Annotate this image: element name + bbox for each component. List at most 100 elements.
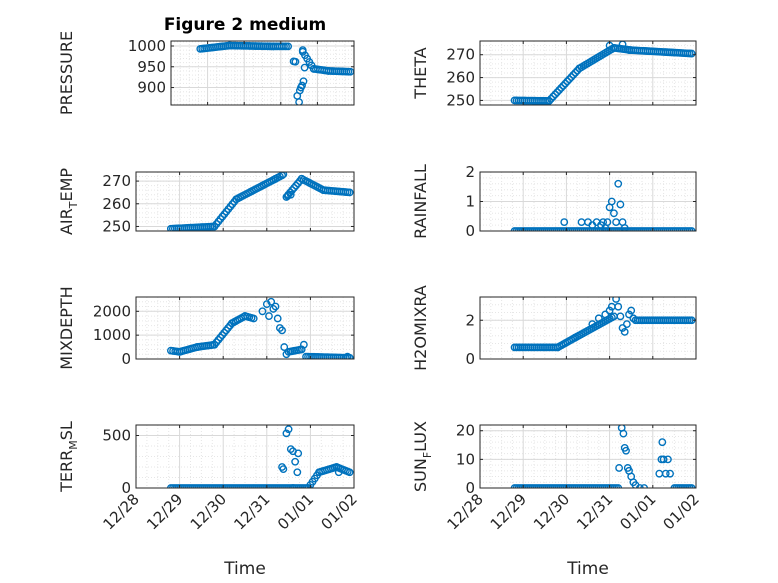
data-point: [614, 302, 623, 311]
y-tick-label: 500: [102, 427, 131, 445]
x-tick-label: 12/29: [487, 490, 530, 533]
data-point: [569, 71, 578, 79]
data-point: [249, 314, 258, 323]
data-point: [560, 218, 569, 227]
data-point: [620, 224, 629, 231]
data-point: [622, 320, 631, 329]
axes-frame: [135, 296, 355, 360]
air-temp-axes: 250 260 270 AIRTEMP: [57, 168, 355, 235]
y-tick-label: 0: [121, 479, 131, 497]
data-point: [551, 90, 560, 99]
data-point: [610, 209, 618, 218]
data-point: [293, 468, 302, 477]
x-tick-label: 01/02: [318, 490, 361, 533]
data-point: [571, 68, 580, 77]
data-point: [291, 457, 300, 466]
data-point: [619, 429, 628, 438]
y-tick-label: 0: [465, 222, 475, 240]
x-tick-label: 12/31: [573, 490, 616, 533]
theta-axes: 250 260 270 THETA: [411, 40, 697, 109]
data-point: [612, 297, 620, 303]
data-point: [286, 190, 295, 199]
y-tick-label: 1: [465, 193, 475, 211]
data-point: [299, 77, 308, 86]
data-point: [687, 49, 696, 58]
y-tick-label: 950: [137, 58, 166, 76]
x-tick-label: 12/30: [187, 490, 230, 533]
data-point: [282, 429, 291, 438]
data-point: [284, 42, 293, 51]
data-point: [265, 312, 273, 320]
data-point: [284, 425, 293, 434]
figure-title: Figure 2 medium: [164, 15, 326, 35]
data-point: [629, 314, 638, 323]
y-tick-label: 0: [465, 350, 475, 368]
axes-frame: [479, 296, 697, 360]
y-tick-label: 270: [446, 46, 475, 64]
y-tick-label: 260: [446, 69, 475, 87]
y-axis-label: PRESSURE: [57, 31, 76, 115]
data-point: [295, 98, 303, 105]
axes-frame: [135, 424, 355, 489]
data-series: [510, 41, 696, 105]
data-point: [616, 200, 625, 209]
data-point: [273, 314, 282, 323]
data-series: [166, 172, 354, 231]
data-point: [605, 306, 614, 315]
data-point: [300, 63, 309, 72]
data-point: [661, 469, 670, 478]
data-point: [666, 469, 674, 478]
data-point: [594, 314, 603, 323]
y-tick-label: 1000: [128, 37, 166, 55]
rainfall-axes: 0 1 2 RAINFALL: [411, 163, 697, 240]
y-axis-label: TERRMSL: [57, 421, 80, 493]
data-point: [616, 312, 625, 321]
axes-frame: [170, 40, 355, 106]
data-series: [510, 179, 696, 231]
data-point: [625, 310, 633, 319]
x-tick-label: 12/31: [230, 490, 273, 533]
data-point: [603, 218, 612, 227]
data-point: [298, 81, 306, 90]
data-point: [687, 227, 696, 231]
data-point: [545, 96, 554, 105]
data-point: [559, 81, 568, 90]
data-point: [567, 73, 576, 81]
data-series: [510, 297, 696, 352]
x-axis-label: Time: [566, 559, 609, 579]
axes-frame: [479, 40, 697, 106]
data-point: [549, 92, 558, 101]
data-point: [267, 297, 276, 306]
x-tick-label: 12/29: [143, 490, 186, 533]
y-axis-label: AIRTEMP: [57, 168, 80, 235]
data-point: [282, 350, 291, 359]
y-tick-label: 2000: [93, 302, 131, 320]
y-tick-label: 270: [102, 172, 131, 190]
data-point: [565, 75, 574, 84]
data-point: [547, 94, 556, 103]
data-point: [280, 343, 289, 351]
y-tick-label: 2: [465, 163, 475, 181]
y-tick-label: 20: [456, 422, 475, 440]
data-point: [271, 302, 280, 311]
axes-frame: [479, 424, 697, 489]
x-tick-label: 01/02: [660, 490, 703, 533]
data-point: [278, 326, 286, 335]
data-point: [557, 84, 566, 92]
data-point: [658, 438, 667, 447]
data-series: [196, 41, 354, 105]
x-tick-label: 12/30: [530, 490, 573, 533]
data-point: [279, 465, 288, 473]
y-axis-label: MIXDEPTH: [57, 286, 76, 369]
y-tick-label: 260: [102, 195, 131, 213]
y-tick-label: 2: [465, 311, 475, 329]
h2omixra-axes: 0 2 H2OMIXRA: [411, 285, 697, 371]
data-point: [563, 77, 572, 86]
x-tick-label: 01/01: [616, 490, 659, 533]
data-point: [345, 468, 354, 477]
data-point: [286, 445, 295, 454]
data-point: [334, 468, 343, 477]
x-tick-label: 01/01: [274, 490, 317, 533]
data-point: [601, 310, 610, 319]
